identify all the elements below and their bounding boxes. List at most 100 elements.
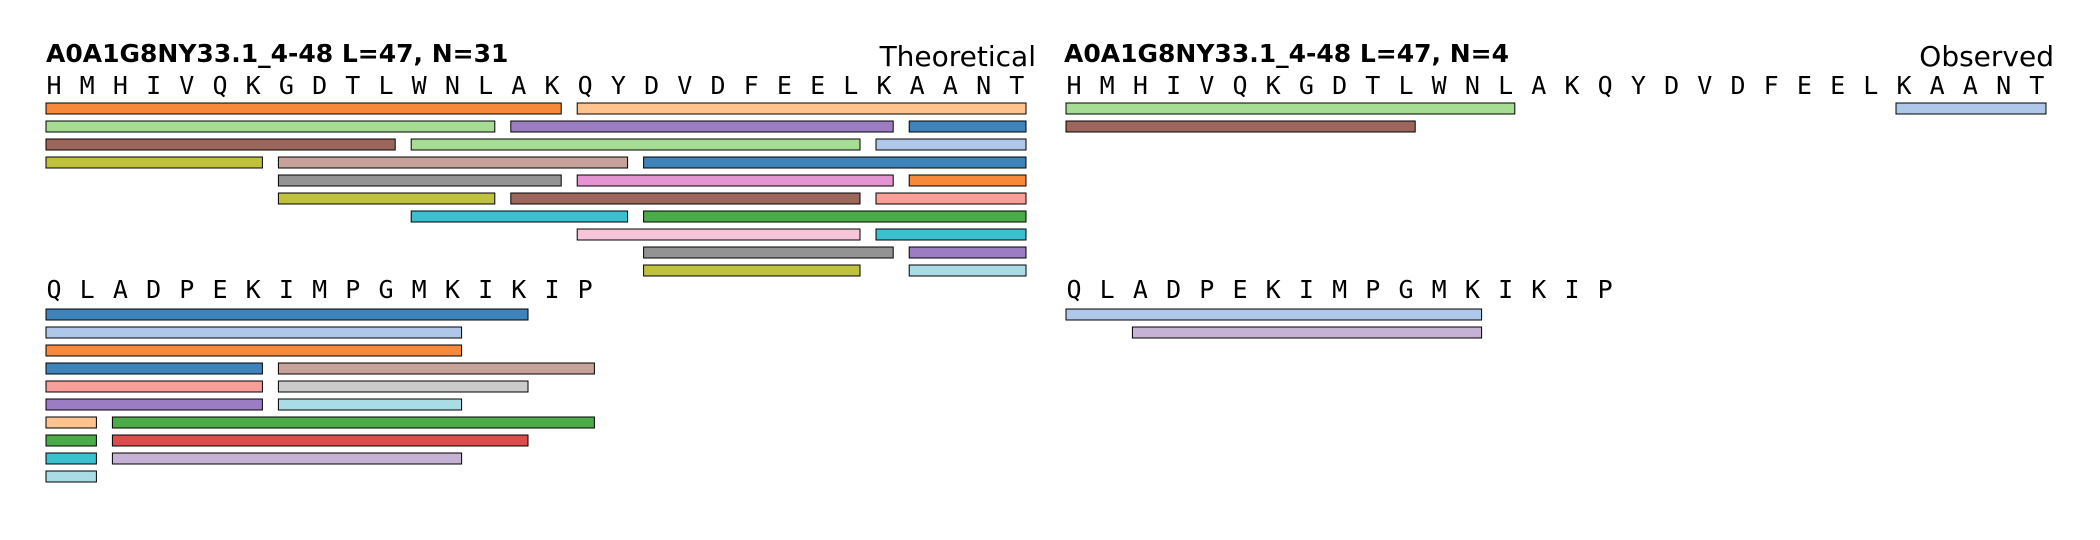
residue-letter: V (1199, 71, 1214, 100)
residue-letter: N (1465, 71, 1480, 100)
residue-letter: N (445, 71, 460, 100)
panel-label: Observed (1919, 40, 2054, 73)
residue-letter: V (179, 71, 194, 100)
residue-letter: D (146, 275, 161, 304)
peptide-bar (908, 120, 1027, 133)
residue-letter: K (246, 71, 261, 100)
residue-letter: N (976, 71, 991, 100)
peptide-bar (908, 264, 1027, 277)
residue-letter: A (1133, 275, 1148, 304)
residue-letter: I (1166, 71, 1181, 100)
peptide-bar (1065, 120, 1416, 133)
residue-letter: P (1365, 275, 1380, 304)
residue-letter: M (412, 275, 427, 304)
residue-letter: L (1398, 71, 1413, 100)
peptide-bar (45, 326, 463, 339)
peptide-bar (875, 228, 1027, 241)
residue-letter: A (910, 71, 925, 100)
peptide-bar (908, 246, 1027, 259)
residue-letter: L (1498, 71, 1513, 100)
residue-letter: D (1664, 71, 1679, 100)
residue-letter: K (445, 275, 460, 304)
residue-letter: D (710, 71, 725, 100)
peptide-bar (45, 380, 263, 393)
peptide-bar (45, 452, 97, 465)
residue-letter: Y (1631, 71, 1646, 100)
residue-letter: A (113, 275, 128, 304)
peptide-bar (1131, 326, 1483, 339)
residue-letter: I (279, 275, 294, 304)
residue-letter: I (1498, 275, 1513, 304)
residue-letter: L (1100, 275, 1115, 304)
peptide-bar (277, 362, 595, 375)
peptide-bar (45, 434, 97, 447)
peptide-bar (45, 308, 529, 321)
residue-letter: L (478, 71, 493, 100)
residue-letter: I (146, 71, 161, 100)
peptide-bar (576, 102, 1027, 115)
residue-letter: K (1465, 275, 1480, 304)
residue-letter: G (378, 275, 393, 304)
peptide-bar (45, 470, 97, 483)
peptide-bar (576, 174, 894, 187)
peptide-bar (410, 210, 629, 223)
peptide-track-1 (1065, 102, 2047, 133)
residue-letter: P (1598, 275, 1613, 304)
residue-letter: Q (1598, 71, 1613, 100)
residue-letter: A (511, 71, 526, 100)
residue-letter: Q (46, 275, 61, 304)
residue-letter: T (345, 71, 360, 100)
residue-letter: E (810, 71, 825, 100)
panel-theoretical: A0A1G8NY33.1_4-48 L=47, N=31 Theoretical… (45, 39, 1036, 483)
residue-letter: G (1398, 275, 1413, 304)
residue-letter: V (677, 71, 692, 100)
residue-letter: T (1365, 71, 1380, 100)
peptide-track-2 (1065, 308, 1483, 339)
peptide-bar (45, 138, 396, 151)
panel-label: Theoretical (879, 40, 1036, 73)
residue-letter: D (312, 71, 327, 100)
peptide-bar (111, 434, 529, 447)
residue-letter: H (46, 71, 61, 100)
residue-letter: K (876, 71, 891, 100)
residue-letter: T (2029, 71, 2044, 100)
peptide-bar (510, 120, 894, 133)
peptide-bar (45, 416, 97, 429)
residue-letter: F (744, 71, 759, 100)
peptide-bar (1065, 308, 1483, 321)
residue-letter: Q (578, 71, 593, 100)
residue-letter: E (1797, 71, 1812, 100)
peptide-bar (410, 138, 861, 151)
residue-letter: M (312, 275, 327, 304)
peptide-track-2 (45, 308, 595, 483)
residue-letter: P (345, 275, 360, 304)
residue-letter: N (1996, 71, 2011, 100)
peptide-bar (111, 452, 463, 465)
residue-letter: A (1531, 71, 1546, 100)
residue-letter: G (1299, 71, 1314, 100)
peptide-bar (45, 362, 263, 375)
residue-letter: E (777, 71, 792, 100)
residue-letter: I (544, 275, 559, 304)
residue-letter: L (1863, 71, 1878, 100)
residue-letter: P (1199, 275, 1214, 304)
residue-letter: K (246, 275, 261, 304)
residue-letter: V (1697, 71, 1712, 100)
residue-letter: L (378, 71, 393, 100)
residue-letter: K (1266, 275, 1281, 304)
residue-letter: W (1432, 71, 1448, 100)
residue-letter: W (412, 71, 428, 100)
residue-letter: K (1564, 71, 1579, 100)
residue-letter: D (1166, 275, 1181, 304)
peptide-bar (111, 416, 595, 429)
residue-letter: Y (611, 71, 626, 100)
peptide-bar (643, 210, 1027, 223)
residue-letter: H (1133, 71, 1148, 100)
residue-letter: A (943, 71, 958, 100)
peptide-bar (643, 156, 1027, 169)
residue-letter: I (478, 275, 493, 304)
